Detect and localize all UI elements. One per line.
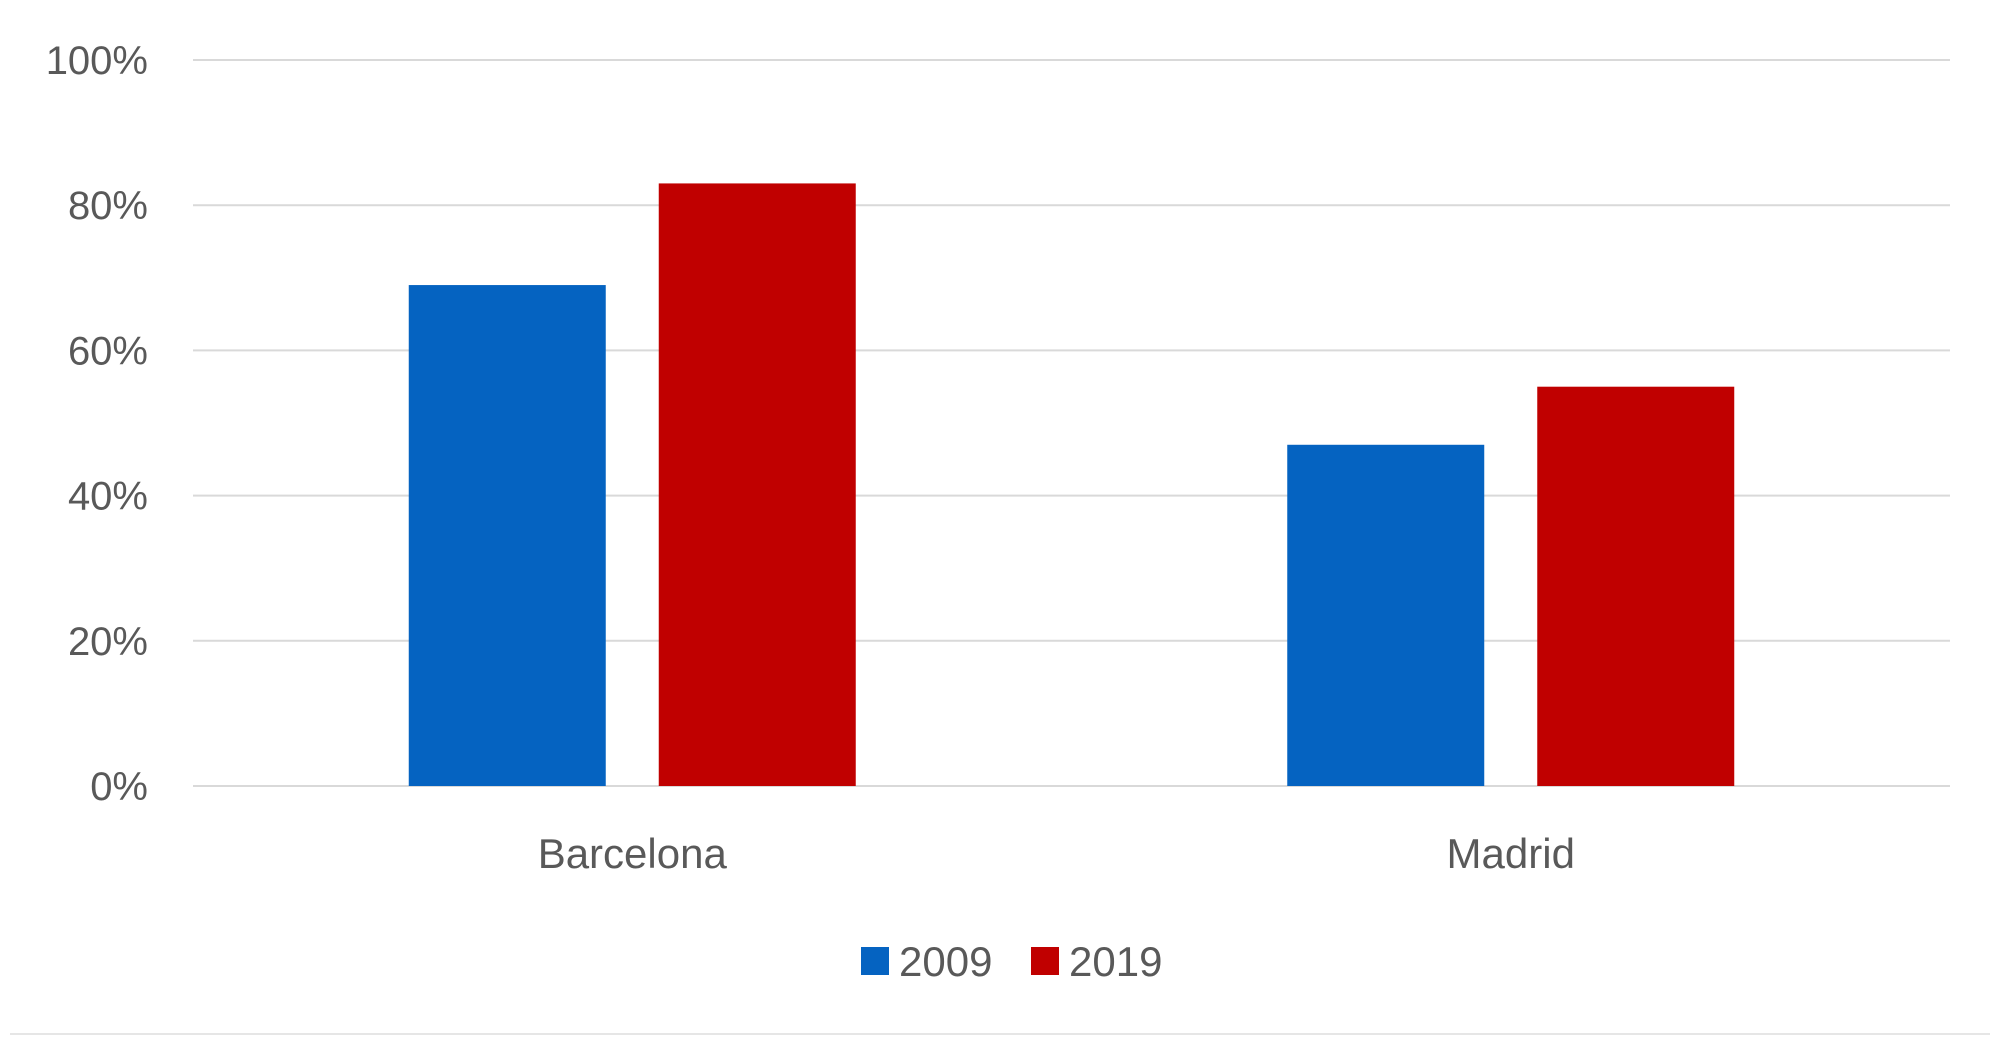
x-category-label: Madrid: [1447, 830, 1575, 877]
legend: 2009 2019: [861, 938, 1162, 985]
y-axis-ticks: 0% 20% 40% 60% 80% 100%: [46, 39, 148, 809]
bar-madrid-2009: [1287, 444, 1485, 786]
y-tick-label: 20%: [68, 620, 148, 664]
y-tick-label: 80%: [68, 184, 148, 228]
bar-barcelona-2019: [658, 183, 856, 787]
y-tick-label: 60%: [68, 329, 148, 373]
bar-barcelona-2009: [408, 285, 606, 786]
y-tick-label: 0%: [90, 765, 148, 809]
bar-madrid-2019: [1537, 386, 1735, 786]
y-tick-label: 100%: [46, 39, 148, 83]
legend-swatch-2009: [861, 947, 889, 975]
x-category-label: Barcelona: [538, 830, 728, 877]
y-tick-label: 40%: [68, 475, 148, 519]
legend-swatch-2019: [1031, 947, 1059, 975]
legend-label-2009: 2009: [899, 938, 992, 985]
x-axis-categories: Barcelona Madrid: [538, 830, 1575, 877]
bars: [408, 183, 1735, 787]
legend-label-2019: 2019: [1069, 938, 1162, 985]
